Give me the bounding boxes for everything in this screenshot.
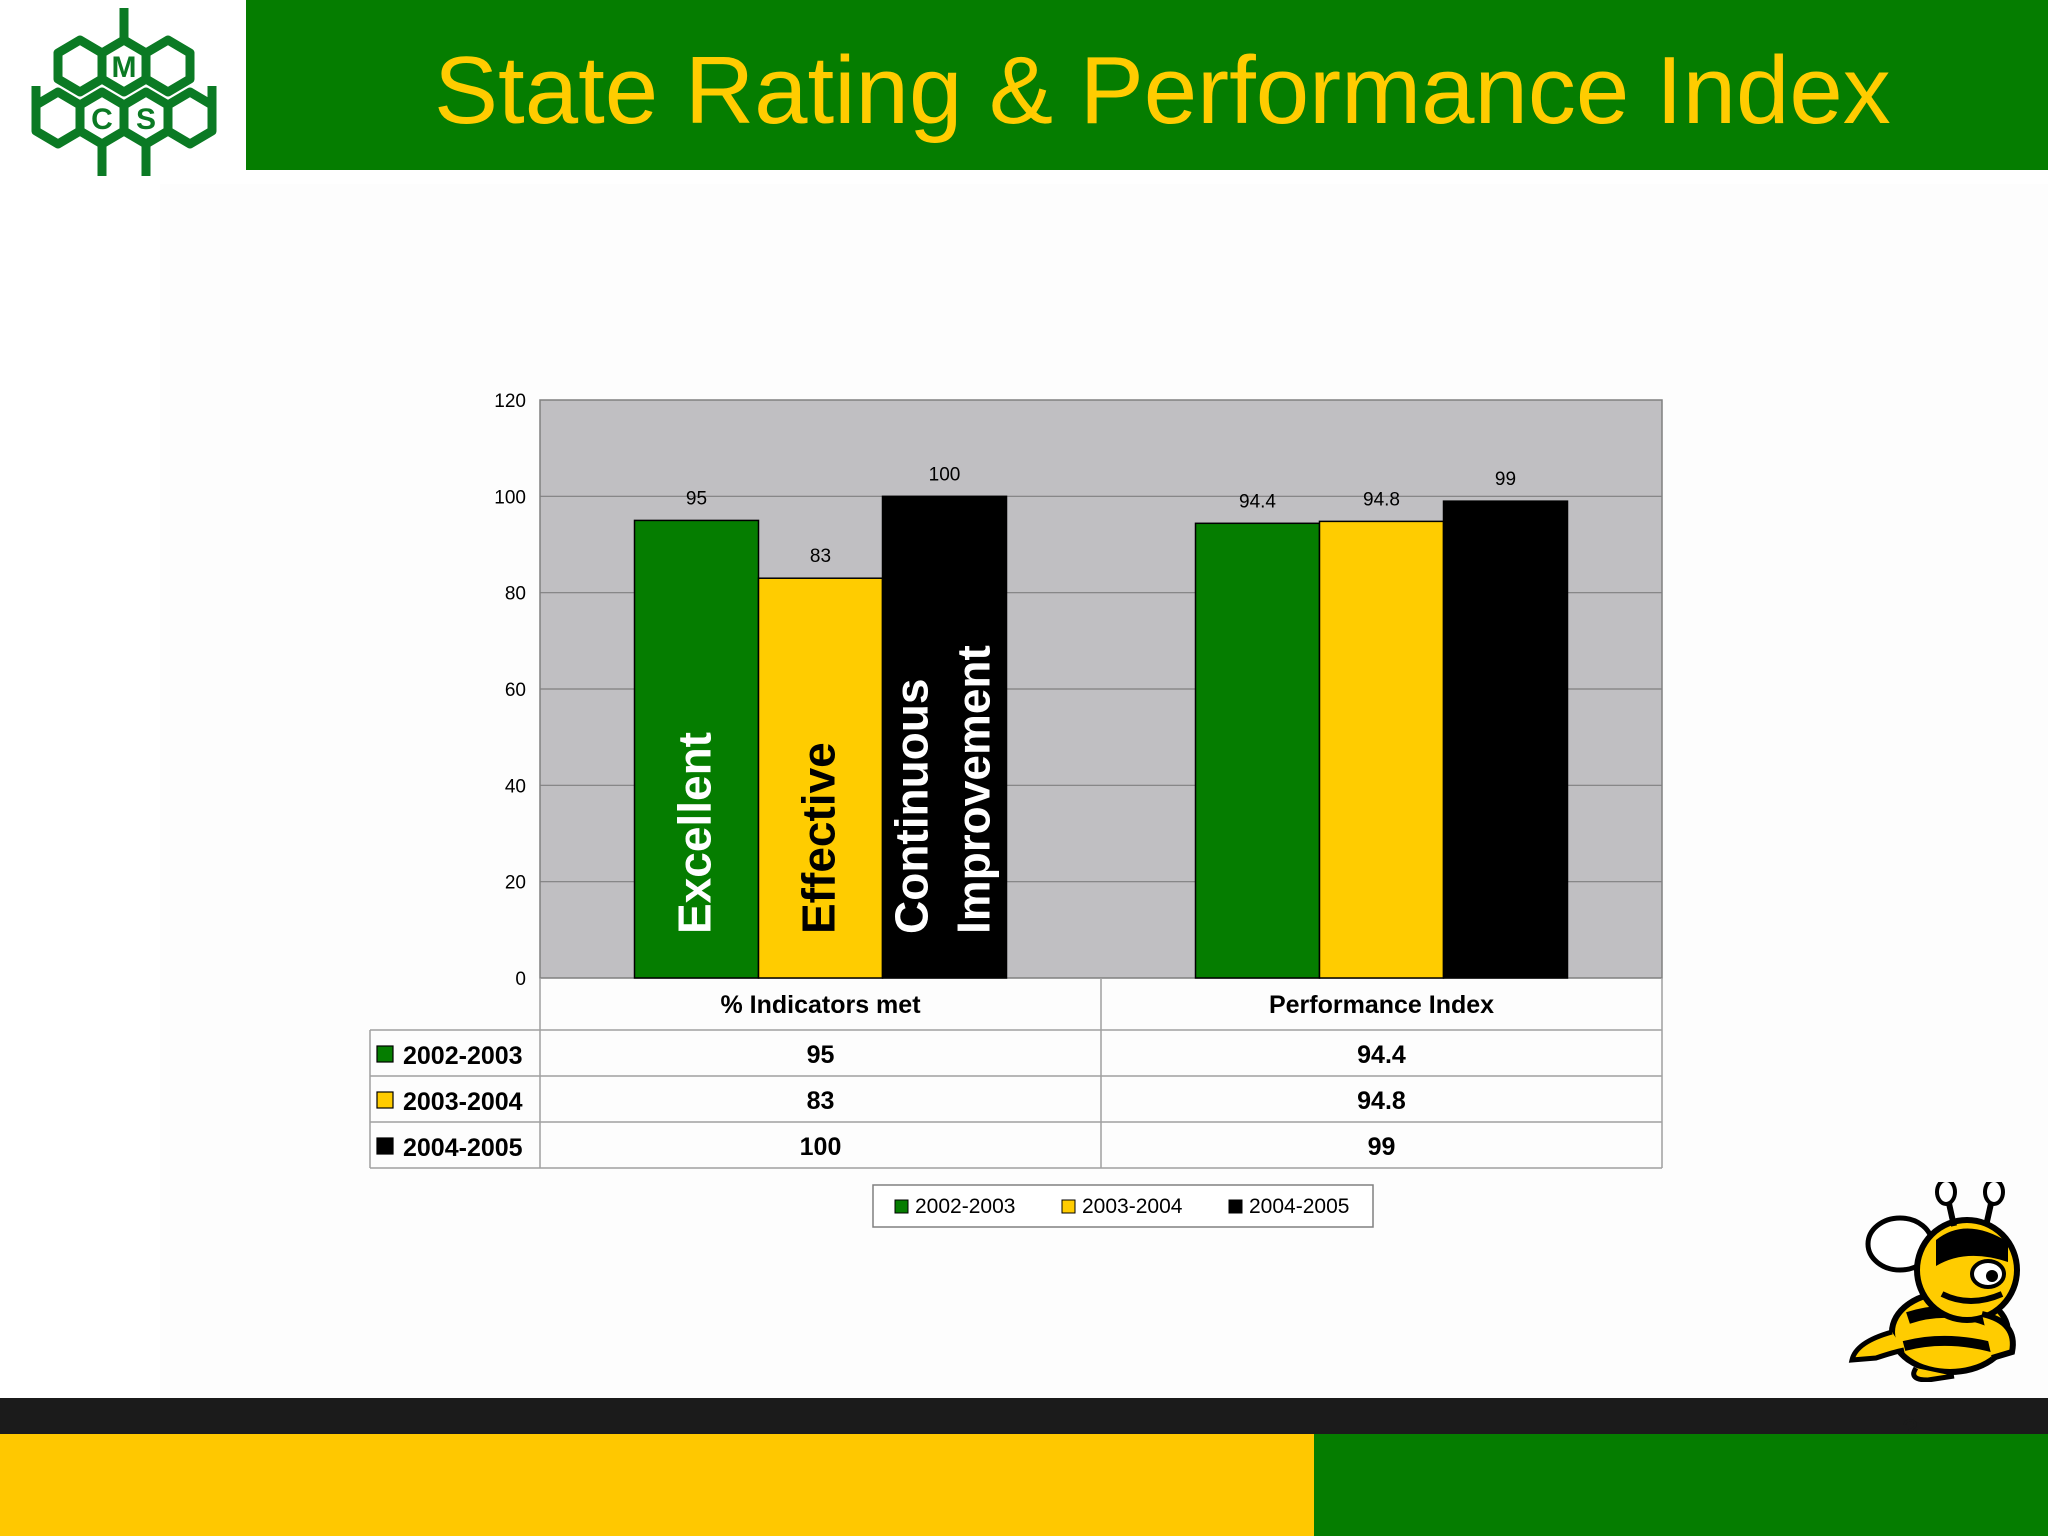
logo-letter-s: S [136,103,156,136]
title-bar [246,0,2048,170]
table-cell: 99 [1368,1133,1396,1161]
bar-2003-2004-1 [1318,520,1445,979]
data-label: 83 [810,546,831,567]
legend-swatch [1061,1199,1076,1214]
y-tick-label: 60 [505,680,526,701]
legend-swatch [1228,1199,1243,1214]
footer-yellow-band [0,1434,1314,1536]
y-tick-label: 80 [505,584,526,605]
bar-2004-2005-0 [881,495,1008,979]
bar-2002-2003-0 [633,519,760,979]
bar-2004-2005-1 [1442,500,1569,979]
data-label: 95 [686,488,707,509]
table-cell: 100 [800,1133,842,1161]
bar-annotation: Excellent [669,732,721,934]
legend-label: 2002-2003 [915,1195,1015,1218]
table-row-label: 2003-2004 [403,1088,523,1116]
bar-2003-2004-0 [757,577,884,979]
table-row-label: 2002-2003 [403,1042,523,1070]
y-tick-label: 20 [505,873,526,894]
data-label: 94.8 [1363,489,1400,510]
hornet-mascot-icon [1848,1182,2020,1382]
data-label: 94.4 [1239,491,1276,512]
bar-annotation: Continuous [886,679,938,935]
y-tick-label: 40 [505,776,526,797]
logo-letter-m: M [112,51,137,84]
bar-2002-2003-1 [1194,522,1321,979]
y-tick-label: 120 [494,391,526,412]
table-header-category: % Indicators met [720,991,921,1019]
school-logo: M C S [0,0,246,184]
legend-label: 2003-2004 [1082,1195,1183,1218]
table-legend-swatch [376,1045,394,1063]
bar-annotation: Effective [793,742,845,934]
bar-annotation: Improvement [948,645,1000,934]
table-header-category: Performance Index [1269,991,1494,1019]
hexagon-logo-icon: M C S [31,8,217,176]
table-legend-swatch [376,1091,394,1109]
legend-label: 2004-2005 [1249,1195,1349,1218]
table-cell: 83 [807,1087,835,1115]
slide-title: State Rating & Performance Index [434,37,1891,144]
logo-letter-c: C [91,103,113,136]
table-legend-swatch [376,1137,394,1155]
footer-green-band [1314,1434,2048,1536]
table-cell: 94.8 [1357,1087,1406,1115]
y-tick-label: 0 [515,969,526,990]
data-label: 99 [1495,469,1516,490]
table-cell: 95 [807,1041,835,1069]
y-tick-label: 100 [494,487,526,508]
table-cell: 94.4 [1357,1041,1406,1069]
chart-legend [872,1184,1374,1228]
footer-dark-band [0,1398,2048,1434]
data-label: 100 [929,464,961,485]
table-row-label: 2004-2005 [403,1134,523,1162]
legend-swatch [894,1199,909,1214]
